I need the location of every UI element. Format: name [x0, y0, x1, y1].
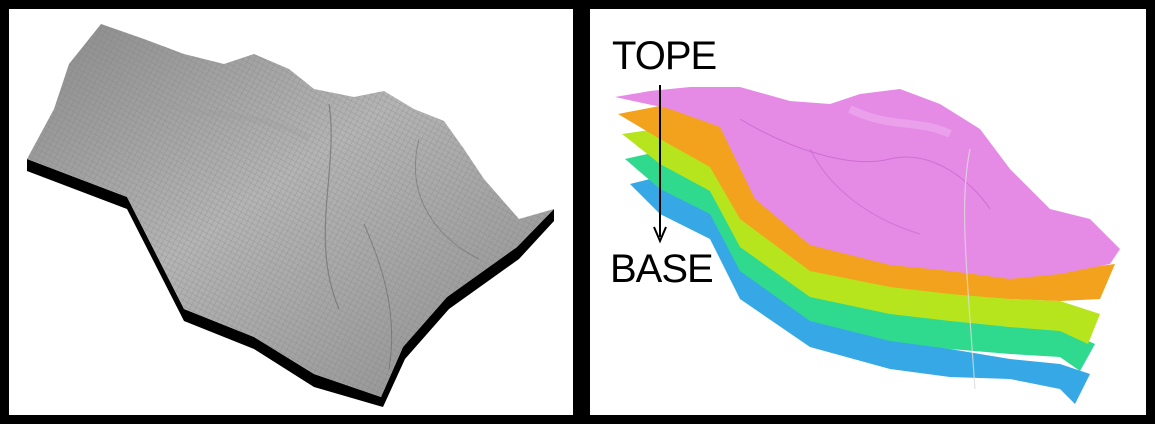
base-label: BASE — [610, 247, 714, 291]
top-to-base-arrowhead — [653, 226, 667, 244]
mesh-surface-panel — [9, 9, 573, 415]
layered-surfaces-panel: TOPE BASE — [590, 9, 1146, 415]
layer-4-green — [625, 149, 1095, 371]
mesh-surface-illustration — [27, 24, 554, 407]
layer-2-orange — [618, 104, 1115, 301]
top-label: TOPE — [612, 34, 717, 78]
layer-top-pink — [615, 87, 1120, 279]
mesh-shadow-edge — [27, 159, 554, 407]
layered-surfaces-illustration — [615, 85, 1120, 404]
layer-3-lime — [622, 127, 1100, 344]
